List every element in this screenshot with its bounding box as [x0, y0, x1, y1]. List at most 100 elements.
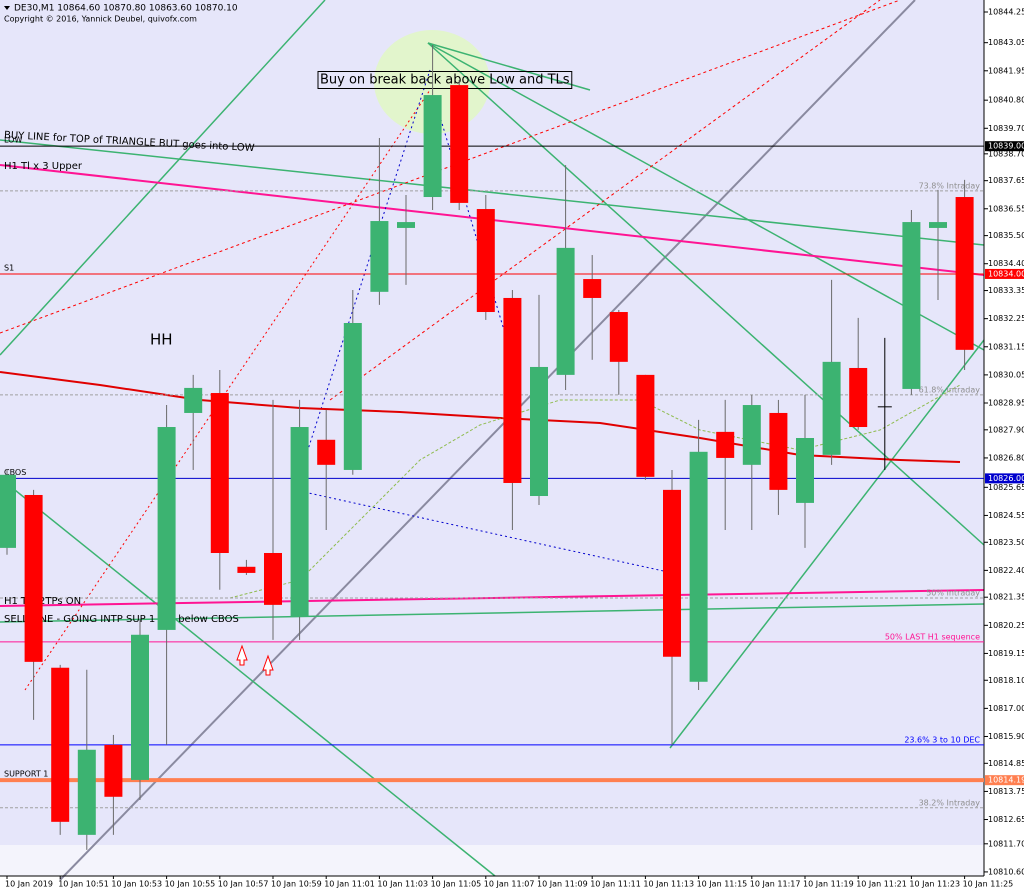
- annotation: Buy on break back above Low and TLs: [320, 73, 570, 88]
- arrow-icon: [262, 654, 274, 676]
- fib-level-label: 50% LAST H1 sequence: [885, 632, 980, 641]
- y-tick-label: 10830.05: [988, 370, 1024, 379]
- candle-body: [663, 489, 681, 657]
- x-tick-label: 10 Jan 11:09: [537, 880, 588, 889]
- x-tick-label: 10 Jan 11:21: [856, 880, 907, 889]
- y-tick-label: 10838.70: [988, 149, 1024, 158]
- y-tick-label: 10834.40: [988, 259, 1024, 268]
- annotation: HH: [150, 331, 173, 349]
- y-tick-label: 10815.90: [988, 732, 1024, 741]
- trend-line: [0, 139, 985, 246]
- y-tick-label: 10832.25: [988, 314, 1024, 323]
- y-tick-label: 10818.10: [988, 676, 1024, 685]
- trend-line: [294, 69, 431, 491]
- candle-body: [157, 427, 176, 630]
- y-tick-label: 10836.55: [988, 204, 1024, 213]
- trend-line: [0, 0, 326, 356]
- chart-subtitle: Copyright © 2016, Yannick Deubel, quivof…: [4, 15, 197, 24]
- y-tick-label: 10824.55: [988, 511, 1024, 520]
- level-tag: [985, 268, 1024, 279]
- level-tag: [985, 775, 1024, 786]
- level-tag-label: 10826.00: [988, 474, 1024, 483]
- candle-body: [769, 412, 788, 490]
- y-tick-label: 10825.65: [988, 483, 1024, 492]
- candle-body: [423, 95, 442, 198]
- y-tick-label: 10812.65: [988, 815, 1024, 824]
- candle-body: [210, 393, 229, 553]
- candle-body: [583, 279, 602, 298]
- y-tick-label: 10822.40: [988, 566, 1024, 575]
- trend-line: [434, 99, 511, 351]
- y-tick-label: 10833.35: [988, 286, 1024, 295]
- candle-body: [636, 374, 655, 477]
- x-tick-label: 10 Jan 10:57: [218, 880, 269, 889]
- level-tag: [985, 473, 1024, 484]
- y-tick-label: 10840.80: [988, 96, 1024, 105]
- level-name: SUPPORT 1: [4, 770, 48, 779]
- level-tag-label: 10839.00: [988, 142, 1024, 151]
- candle-body: [450, 85, 469, 203]
- candle-body: [609, 312, 628, 362]
- level-tag: [985, 141, 1024, 152]
- candle-body: [689, 451, 708, 682]
- candle-body: [51, 667, 70, 822]
- menu-icon: [4, 6, 10, 10]
- candle-body: [131, 634, 149, 780]
- candle-body: [849, 367, 868, 428]
- fib-level-label: 73.8% Intraday: [919, 181, 981, 190]
- x-tick-label: 10 Jan 11:13: [643, 880, 694, 889]
- fib-level-label: 50% Intraday: [926, 588, 980, 597]
- level-name: CBOS: [4, 468, 26, 477]
- chart-title: DE30,M1 10864.60 10870.80 10863.60 10870…: [14, 4, 238, 14]
- y-tick-label: 10828.95: [988, 398, 1024, 407]
- trend-line: [0, 0, 901, 334]
- x-tick-label: 10 Jan 10:51: [58, 880, 109, 889]
- x-tick-label: 10 Jan 10:59: [271, 880, 322, 889]
- fib-level-label: 23.6% 3 to 10 DEC: [904, 735, 980, 744]
- y-tick-label: 10843.05: [988, 38, 1024, 47]
- y-tick-label: 10831.15: [988, 342, 1024, 351]
- annotation: H1 Tl x 3 Upper: [4, 161, 83, 172]
- candle-body: [556, 247, 575, 375]
- x-tick-label: 10 Jan 11:01: [324, 880, 375, 889]
- x-tick-label: 10 Jan 2019: [5, 880, 53, 889]
- candle-body: [397, 222, 415, 228]
- candle-body: [476, 209, 495, 313]
- candle-body: [237, 566, 256, 573]
- arrow-icon: [236, 644, 248, 666]
- plot-background-lower: [0, 845, 984, 876]
- fib-level-label: 38.2% Intraday: [919, 798, 981, 807]
- level-name: S1: [4, 263, 14, 272]
- candle-body: [530, 366, 548, 497]
- y-tick-label: 10827.90: [988, 425, 1024, 434]
- level-name: LOW: [4, 136, 22, 145]
- x-tick-label: 10 Jan 11:17: [750, 880, 801, 889]
- y-tick-label: 10841.95: [988, 66, 1024, 75]
- annotation: SELL LINE - GOING INTP SUP 1 but below C…: [4, 614, 239, 625]
- x-tick-label: 10 Jan 11:25: [963, 880, 1014, 889]
- trend-line: [24, 89, 431, 691]
- candle-body: [503, 297, 522, 483]
- trend-line: [669, 339, 985, 749]
- candle-body: [742, 405, 761, 465]
- candle-body: [184, 387, 203, 413]
- candle-body: [343, 323, 362, 470]
- x-tick-label: 10 Jan 11:05: [431, 880, 482, 889]
- candle-body: [716, 431, 735, 458]
- y-tick-label: 10814.85: [988, 759, 1024, 768]
- fib-level-label: 61.8% Intraday: [919, 385, 981, 394]
- candle-body: [902, 222, 921, 389]
- candle-body: [370, 221, 389, 292]
- level-tag-label: 10814.19: [988, 776, 1024, 785]
- x-tick-label: 10 Jan 10:53: [111, 880, 162, 889]
- x-tick-label: 10 Jan 11:11: [590, 880, 641, 889]
- y-tick-label: 10839.70: [988, 124, 1024, 133]
- y-tick-label: 10835.50: [988, 231, 1024, 240]
- candle-body: [929, 222, 947, 228]
- x-tick-label: 10 Jan 11:19: [803, 880, 854, 889]
- y-tick-label: 10821.35: [988, 593, 1024, 602]
- plot-background: [0, 0, 984, 845]
- x-tick-label: 10 Jan 11:23: [909, 880, 960, 889]
